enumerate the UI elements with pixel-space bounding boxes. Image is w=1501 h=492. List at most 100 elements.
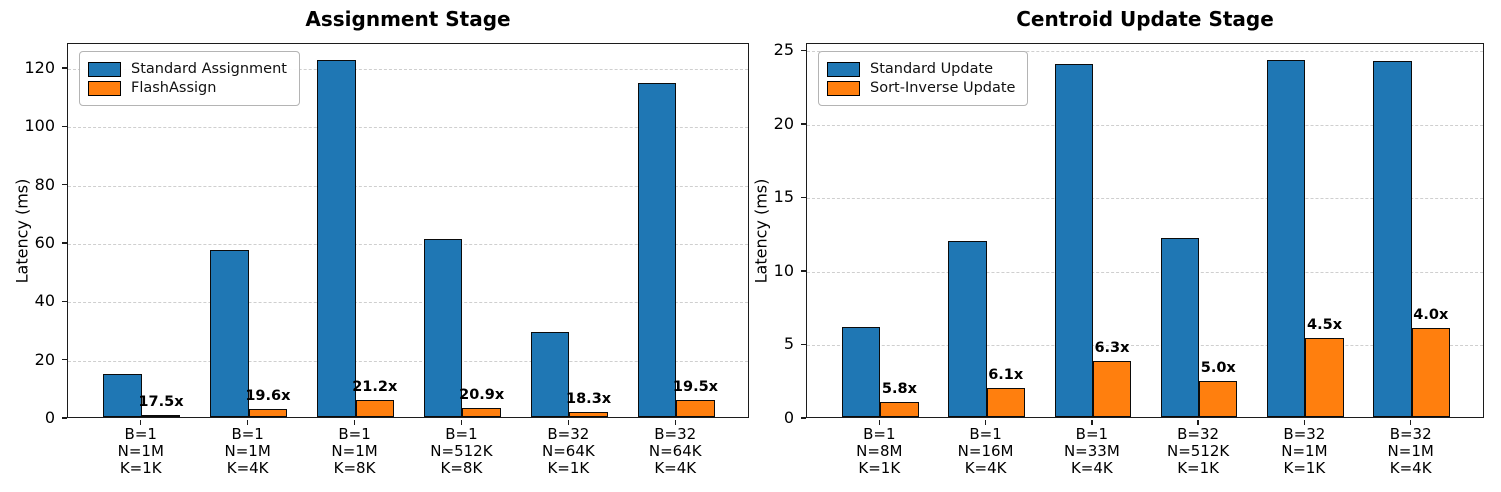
y-tick-label: 20 [34, 349, 55, 369]
optimized-series-bar [462, 408, 501, 417]
x-tick-line: N=512K [1166, 442, 1230, 460]
gridline [68, 127, 748, 129]
speedup-label: 17.5x [138, 393, 184, 410]
y-tick-mark [800, 417, 806, 419]
x-tick-line: B=1 [969, 425, 1002, 443]
optimized-series-bar [986, 388, 1025, 417]
legend-swatch-standard-update [827, 61, 860, 77]
x-tick-line: N=33M [1063, 442, 1120, 460]
optimized-series-bar [880, 401, 919, 417]
x-tick-mark [1303, 419, 1306, 425]
y-tick-mark [800, 49, 806, 52]
x-tick-line: N=64K [648, 442, 702, 460]
y-tick-label: 20 [773, 113, 794, 133]
x-tick-mark [1091, 419, 1093, 425]
legend-swatch-sort-inverse-update [827, 80, 860, 96]
x-tick-line: K=4K [654, 459, 697, 477]
optimized-series-bar [569, 412, 608, 417]
x-tick-line: K=1K [1177, 459, 1220, 477]
x-tick-mark [567, 419, 569, 425]
x-tick-line: K=1K [119, 459, 162, 477]
standard-series-bar [1160, 237, 1200, 417]
y-tick-label: 25 [773, 40, 794, 60]
legend-swatch-standard-assignment [88, 61, 121, 77]
y-tick-label: 10 [773, 260, 794, 280]
speedup-label: 21.2x [352, 379, 398, 396]
speedup-label: 19.5x [672, 378, 719, 395]
standard-series-bar [210, 249, 249, 417]
x-tick-line: B=32 [1283, 425, 1326, 443]
y-tick-mark [61, 300, 67, 303]
speedup-label: 5.8x [881, 380, 917, 397]
x-tick-line: K=1K [858, 459, 901, 477]
x-tick-line: N=1M [331, 442, 378, 460]
x-tick-mark [1410, 419, 1412, 425]
x-tick-mark [460, 419, 463, 425]
x-tick-mark [140, 419, 142, 425]
x-tick-label: B=1 N=512K K=8K [401, 426, 521, 477]
gridline [807, 51, 1483, 53]
x-tick-line: K=8K [333, 459, 376, 477]
standard-series-bar [423, 238, 463, 417]
x-tick-line: B=1 [445, 425, 478, 443]
x-tick-line: B=32 [1389, 425, 1432, 443]
x-tick-line: B=1 [231, 425, 264, 443]
x-tick-line: N=1M [117, 442, 164, 460]
plot-area: Standard Assignment FlashAssign 17.5x 19.… [67, 43, 749, 418]
x-tick-line: N=1M [1281, 442, 1328, 460]
legend-label: Sort-Inverse Update [870, 80, 1016, 96]
x-tick-label: B=1 N=33M K=4K [1032, 426, 1152, 477]
x-tick-label: B=32 N=64K K=4K [615, 426, 735, 477]
y-tick-label: 5 [783, 334, 794, 354]
gridline [68, 360, 748, 362]
x-tick-line: N=1M [224, 442, 271, 460]
optimized-series-bar [676, 399, 715, 417]
x-tick-line: K=4K [1389, 459, 1432, 477]
optimized-series-bar [1199, 381, 1238, 417]
x-tick-label: B=32 N=1M K=4K [1351, 426, 1471, 477]
x-tick-line: K=8K [440, 459, 483, 477]
x-tick-mark [1197, 419, 1199, 425]
standard-series-bar [637, 83, 677, 417]
x-tick-line: K=4K [226, 459, 269, 477]
optimized-series-bar [355, 400, 395, 417]
y-tick-label: 15 [773, 187, 794, 207]
y-tick-mark [61, 184, 67, 186]
x-tick-line: B=1 [1075, 425, 1109, 443]
x-tick-mark [878, 419, 880, 425]
y-tick-label: 60 [34, 233, 55, 253]
standard-series-bar [530, 331, 570, 417]
x-tick-label: B=1 N=1M K=1K [81, 426, 201, 477]
standard-series-bar [1267, 59, 1306, 417]
chart-title: Centroid Update Stage [1016, 7, 1274, 31]
legend-label: Standard Assignment [131, 61, 287, 77]
x-tick-label: B=32 N=64K K=1K [508, 426, 628, 477]
optimized-series-bar [1305, 337, 1344, 417]
standard-series-bar [317, 59, 356, 417]
y-tick-mark [61, 417, 67, 419]
gridline [807, 124, 1483, 126]
y-tick-mark [800, 270, 806, 272]
legend-item: FlashAssign [88, 80, 287, 96]
standard-series-bar [1054, 64, 1093, 417]
y-tick-mark [800, 343, 806, 346]
y-tick-label: 120 [24, 58, 55, 78]
speedup-label: 4.5x [1307, 316, 1343, 333]
legend-item: Sort-Inverse Update [827, 80, 1015, 96]
x-tick-line: K=1K [1283, 459, 1326, 477]
y-tick-mark [61, 125, 67, 128]
speedup-label: 5.0x [1200, 360, 1236, 377]
legend-item: Standard Assignment [88, 61, 287, 77]
x-tick-line: N=1M [1387, 442, 1434, 460]
x-tick-line: N=512K [430, 442, 493, 460]
x-tick-line: B=1 [124, 425, 157, 443]
chart-title: Assignment Stage [305, 7, 511, 31]
x-tick-label: B=32 N=512K K=1K [1138, 426, 1258, 477]
x-tick-mark [674, 419, 676, 425]
y-tick-mark [61, 242, 67, 244]
x-tick-label: B=1 N=8M K=1K [819, 426, 939, 477]
speedup-label: 18.3x [566, 391, 612, 408]
